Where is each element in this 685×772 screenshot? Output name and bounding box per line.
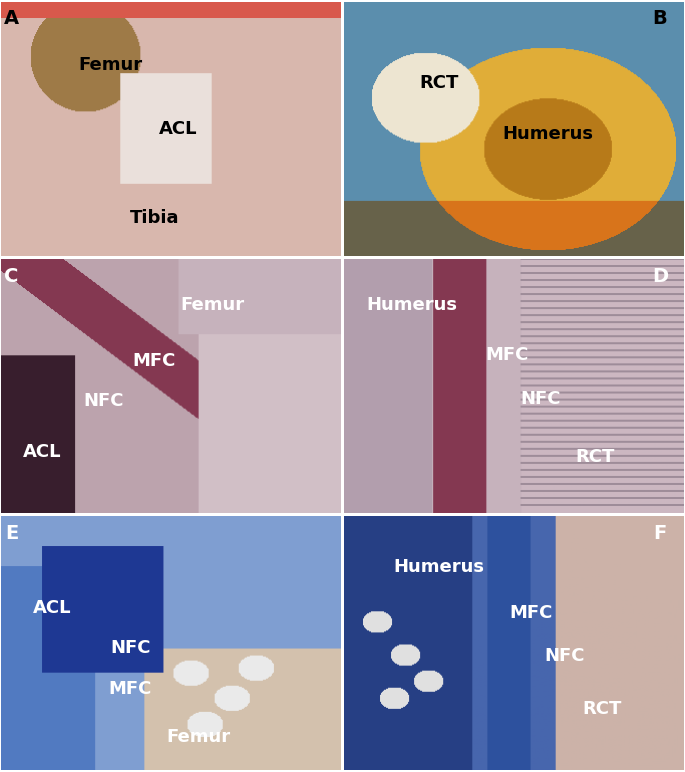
Text: ACL: ACL (23, 443, 62, 461)
Text: Femur: Femur (166, 729, 230, 747)
Text: ACL: ACL (159, 120, 197, 137)
Text: Humerus: Humerus (366, 296, 458, 313)
Text: Humerus: Humerus (502, 125, 593, 143)
Text: Femur: Femur (78, 56, 142, 74)
Text: MFC: MFC (485, 347, 529, 364)
Text: RCT: RCT (419, 74, 459, 92)
Text: Femur: Femur (180, 296, 244, 313)
Text: C: C (4, 266, 18, 286)
Text: NFC: NFC (521, 390, 561, 408)
Text: E: E (5, 524, 18, 543)
Text: MFC: MFC (133, 351, 176, 370)
Text: F: F (653, 524, 667, 543)
Text: RCT: RCT (582, 700, 622, 719)
Text: RCT: RCT (575, 449, 615, 466)
Text: NFC: NFC (545, 647, 585, 665)
Text: ACL: ACL (33, 599, 72, 617)
Text: MFC: MFC (509, 604, 552, 621)
Text: A: A (4, 9, 19, 28)
Text: B: B (653, 9, 667, 28)
Text: NFC: NFC (110, 639, 151, 658)
Text: D: D (652, 266, 668, 286)
Text: NFC: NFC (83, 392, 123, 410)
Text: Tibia: Tibia (129, 208, 179, 227)
Text: Humerus: Humerus (393, 558, 484, 576)
Text: MFC: MFC (109, 680, 152, 698)
